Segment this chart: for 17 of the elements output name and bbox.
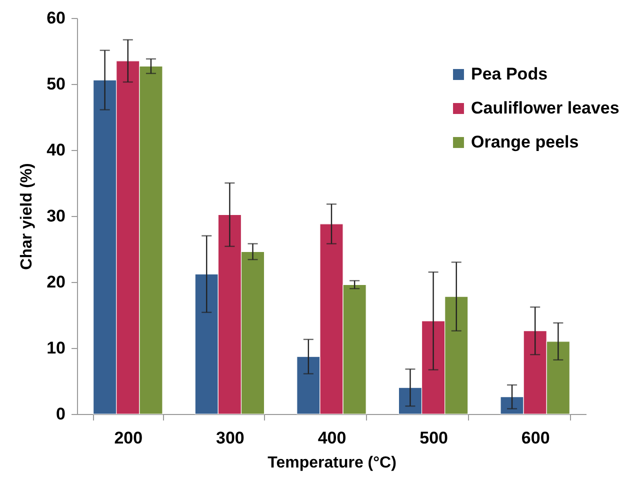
y-tick-label: 50 — [46, 74, 66, 94]
x-tick-label: 500 — [420, 428, 448, 448]
y-tick-label: 20 — [46, 272, 66, 292]
x-tick-label: 600 — [521, 428, 550, 448]
legend-label: Cauliflower leaves — [471, 98, 620, 118]
y-tick-label: 0 — [56, 404, 66, 424]
x-tick-label: 300 — [216, 428, 244, 448]
y-tick-label: 10 — [46, 338, 66, 358]
y-tick-label: 40 — [46, 140, 66, 160]
y-axis-title: Char yield (%) — [18, 163, 36, 270]
legend-label: Orange peels — [471, 132, 579, 152]
y-tick-label: 30 — [46, 206, 66, 226]
x-tick-label: 200 — [114, 428, 143, 448]
x-axis-title: Temperature (°C) — [268, 454, 396, 472]
x-tick-label: 400 — [318, 428, 346, 448]
y-tick-label: 60 — [46, 8, 66, 28]
legend-label: Pea Pods — [471, 64, 548, 84]
